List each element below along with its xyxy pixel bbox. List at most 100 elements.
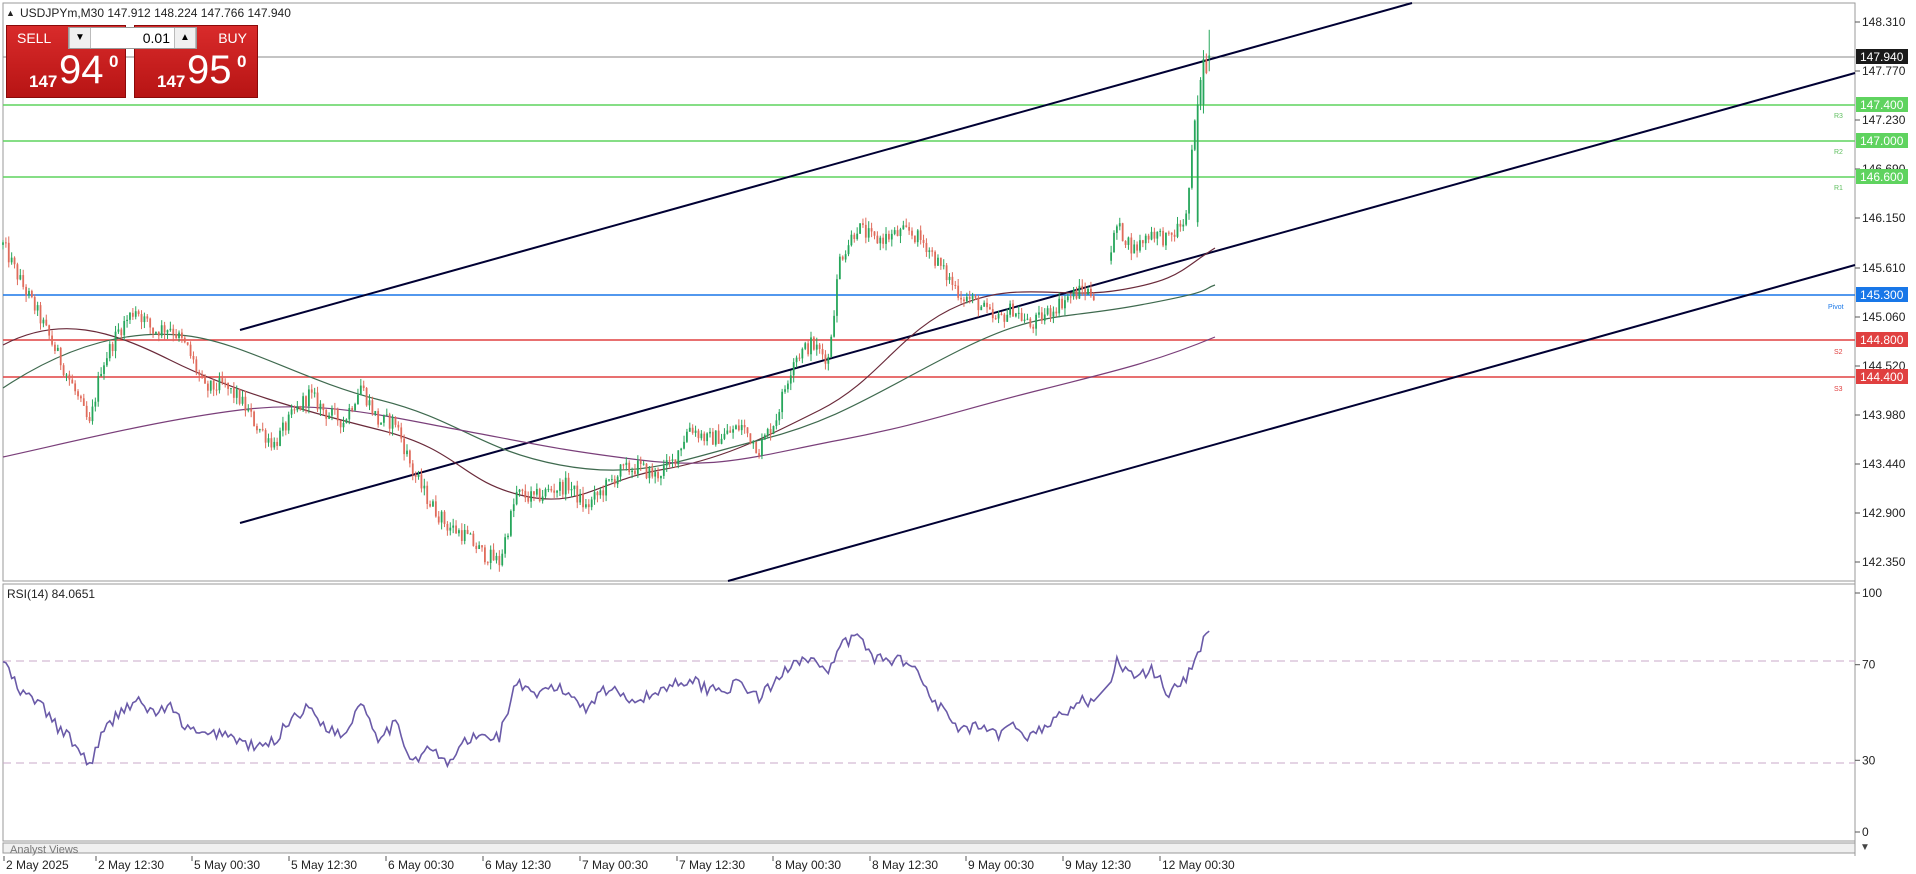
candle	[821, 343, 824, 360]
candle	[1188, 187, 1190, 220]
candle	[192, 351, 195, 364]
price-tick-label: 147.770	[1862, 64, 1906, 78]
candle	[1205, 53, 1208, 75]
r2-label: R2	[1834, 149, 1843, 156]
channel-lines[interactable]	[239, 2, 1856, 582]
candle	[1069, 293, 1072, 304]
volume-input[interactable]	[91, 29, 174, 47]
candle	[290, 404, 293, 419]
candle	[789, 370, 792, 391]
time-tick-label: 2 May 2025	[6, 858, 69, 872]
candle	[71, 374, 74, 384]
buy-price: 147 95 0	[135, 48, 257, 96]
candle	[172, 324, 175, 342]
candles[interactable]	[2, 29, 1211, 572]
candle	[417, 470, 420, 480]
candle	[42, 317, 45, 328]
time-tick-label: 6 May 12:30	[485, 858, 551, 872]
candle	[68, 370, 71, 386]
candle	[723, 428, 726, 441]
candle	[913, 235, 916, 244]
candle	[876, 231, 879, 244]
volume-down-icon[interactable]: ▼	[69, 28, 91, 48]
candle	[737, 419, 740, 432]
candle	[333, 402, 336, 415]
candle	[94, 397, 97, 412]
candle	[879, 235, 882, 251]
candle	[509, 509, 512, 538]
candle	[397, 421, 400, 431]
time-tick-label: 5 May 12:30	[291, 858, 357, 872]
candle	[1087, 286, 1089, 296]
candle	[212, 379, 215, 397]
candle	[1115, 224, 1118, 240]
volume-up-icon[interactable]: ▲	[174, 28, 196, 48]
candle	[1055, 307, 1058, 317]
channel-middle-line[interactable]	[239, 72, 1856, 524]
ma-fast-line	[2, 247, 1216, 500]
candle	[449, 522, 452, 536]
candle	[1196, 95, 1199, 227]
candle	[769, 423, 772, 441]
ma-mid-line	[2, 284, 1216, 471]
candle	[74, 380, 77, 395]
candle	[948, 272, 951, 284]
rsi-label: RSI(14) 84.0651	[7, 587, 95, 601]
candle	[455, 520, 457, 534]
candle	[1150, 226, 1153, 241]
candle	[1075, 286, 1078, 300]
analyst-views-bar[interactable]	[2, 842, 1856, 854]
svg-text:147.000: 147.000	[1860, 134, 1904, 148]
analyst-views-label: Analyst Views	[10, 844, 79, 856]
candle	[896, 225, 899, 237]
candle	[1144, 233, 1147, 250]
price-tick-label: 148.310	[1862, 15, 1906, 29]
candle	[299, 405, 302, 411]
candle	[691, 424, 694, 435]
candle	[671, 453, 674, 468]
candle	[423, 478, 426, 496]
candle	[4, 237, 7, 248]
candle	[472, 530, 475, 547]
candle	[515, 485, 518, 506]
collapse-arrow-icon[interactable]: ▲	[6, 8, 15, 18]
channel-upper-line[interactable]	[239, 2, 1413, 331]
candle	[230, 387, 232, 394]
candle	[466, 525, 469, 535]
candle	[1191, 144, 1193, 190]
candle	[991, 302, 994, 323]
scroll-down-arrow-icon[interactable]: ▼	[1860, 842, 1870, 853]
candle	[357, 388, 359, 405]
candle	[1038, 305, 1040, 318]
candle	[155, 331, 157, 335]
volume-stepper[interactable]: ▼ ▲	[68, 27, 197, 49]
s2-label: S2	[1834, 349, 1843, 356]
candle	[1193, 119, 1196, 152]
candle	[963, 296, 965, 307]
candle	[576, 480, 579, 509]
candle	[677, 450, 680, 469]
candle	[458, 528, 460, 537]
candle	[925, 238, 928, 257]
candle	[784, 385, 786, 394]
candle	[1029, 317, 1032, 329]
price-tick-label: 146.150	[1862, 211, 1906, 225]
candle	[426, 481, 429, 510]
candle	[111, 341, 114, 357]
candle	[478, 541, 481, 550]
price-tick-label: 142.350	[1862, 555, 1906, 569]
candle	[931, 247, 934, 257]
candle	[1092, 292, 1095, 302]
candle	[227, 382, 229, 396]
candle	[573, 485, 576, 497]
candle	[368, 394, 371, 411]
candle	[841, 255, 844, 261]
time-tick-label: 8 May 12:30	[872, 858, 938, 872]
candle	[2, 240, 4, 250]
candle	[244, 390, 247, 417]
rsi-levels	[3, 660, 1855, 764]
candle	[365, 387, 368, 407]
channel-lower-line[interactable]	[727, 264, 1856, 582]
candle	[605, 477, 608, 502]
